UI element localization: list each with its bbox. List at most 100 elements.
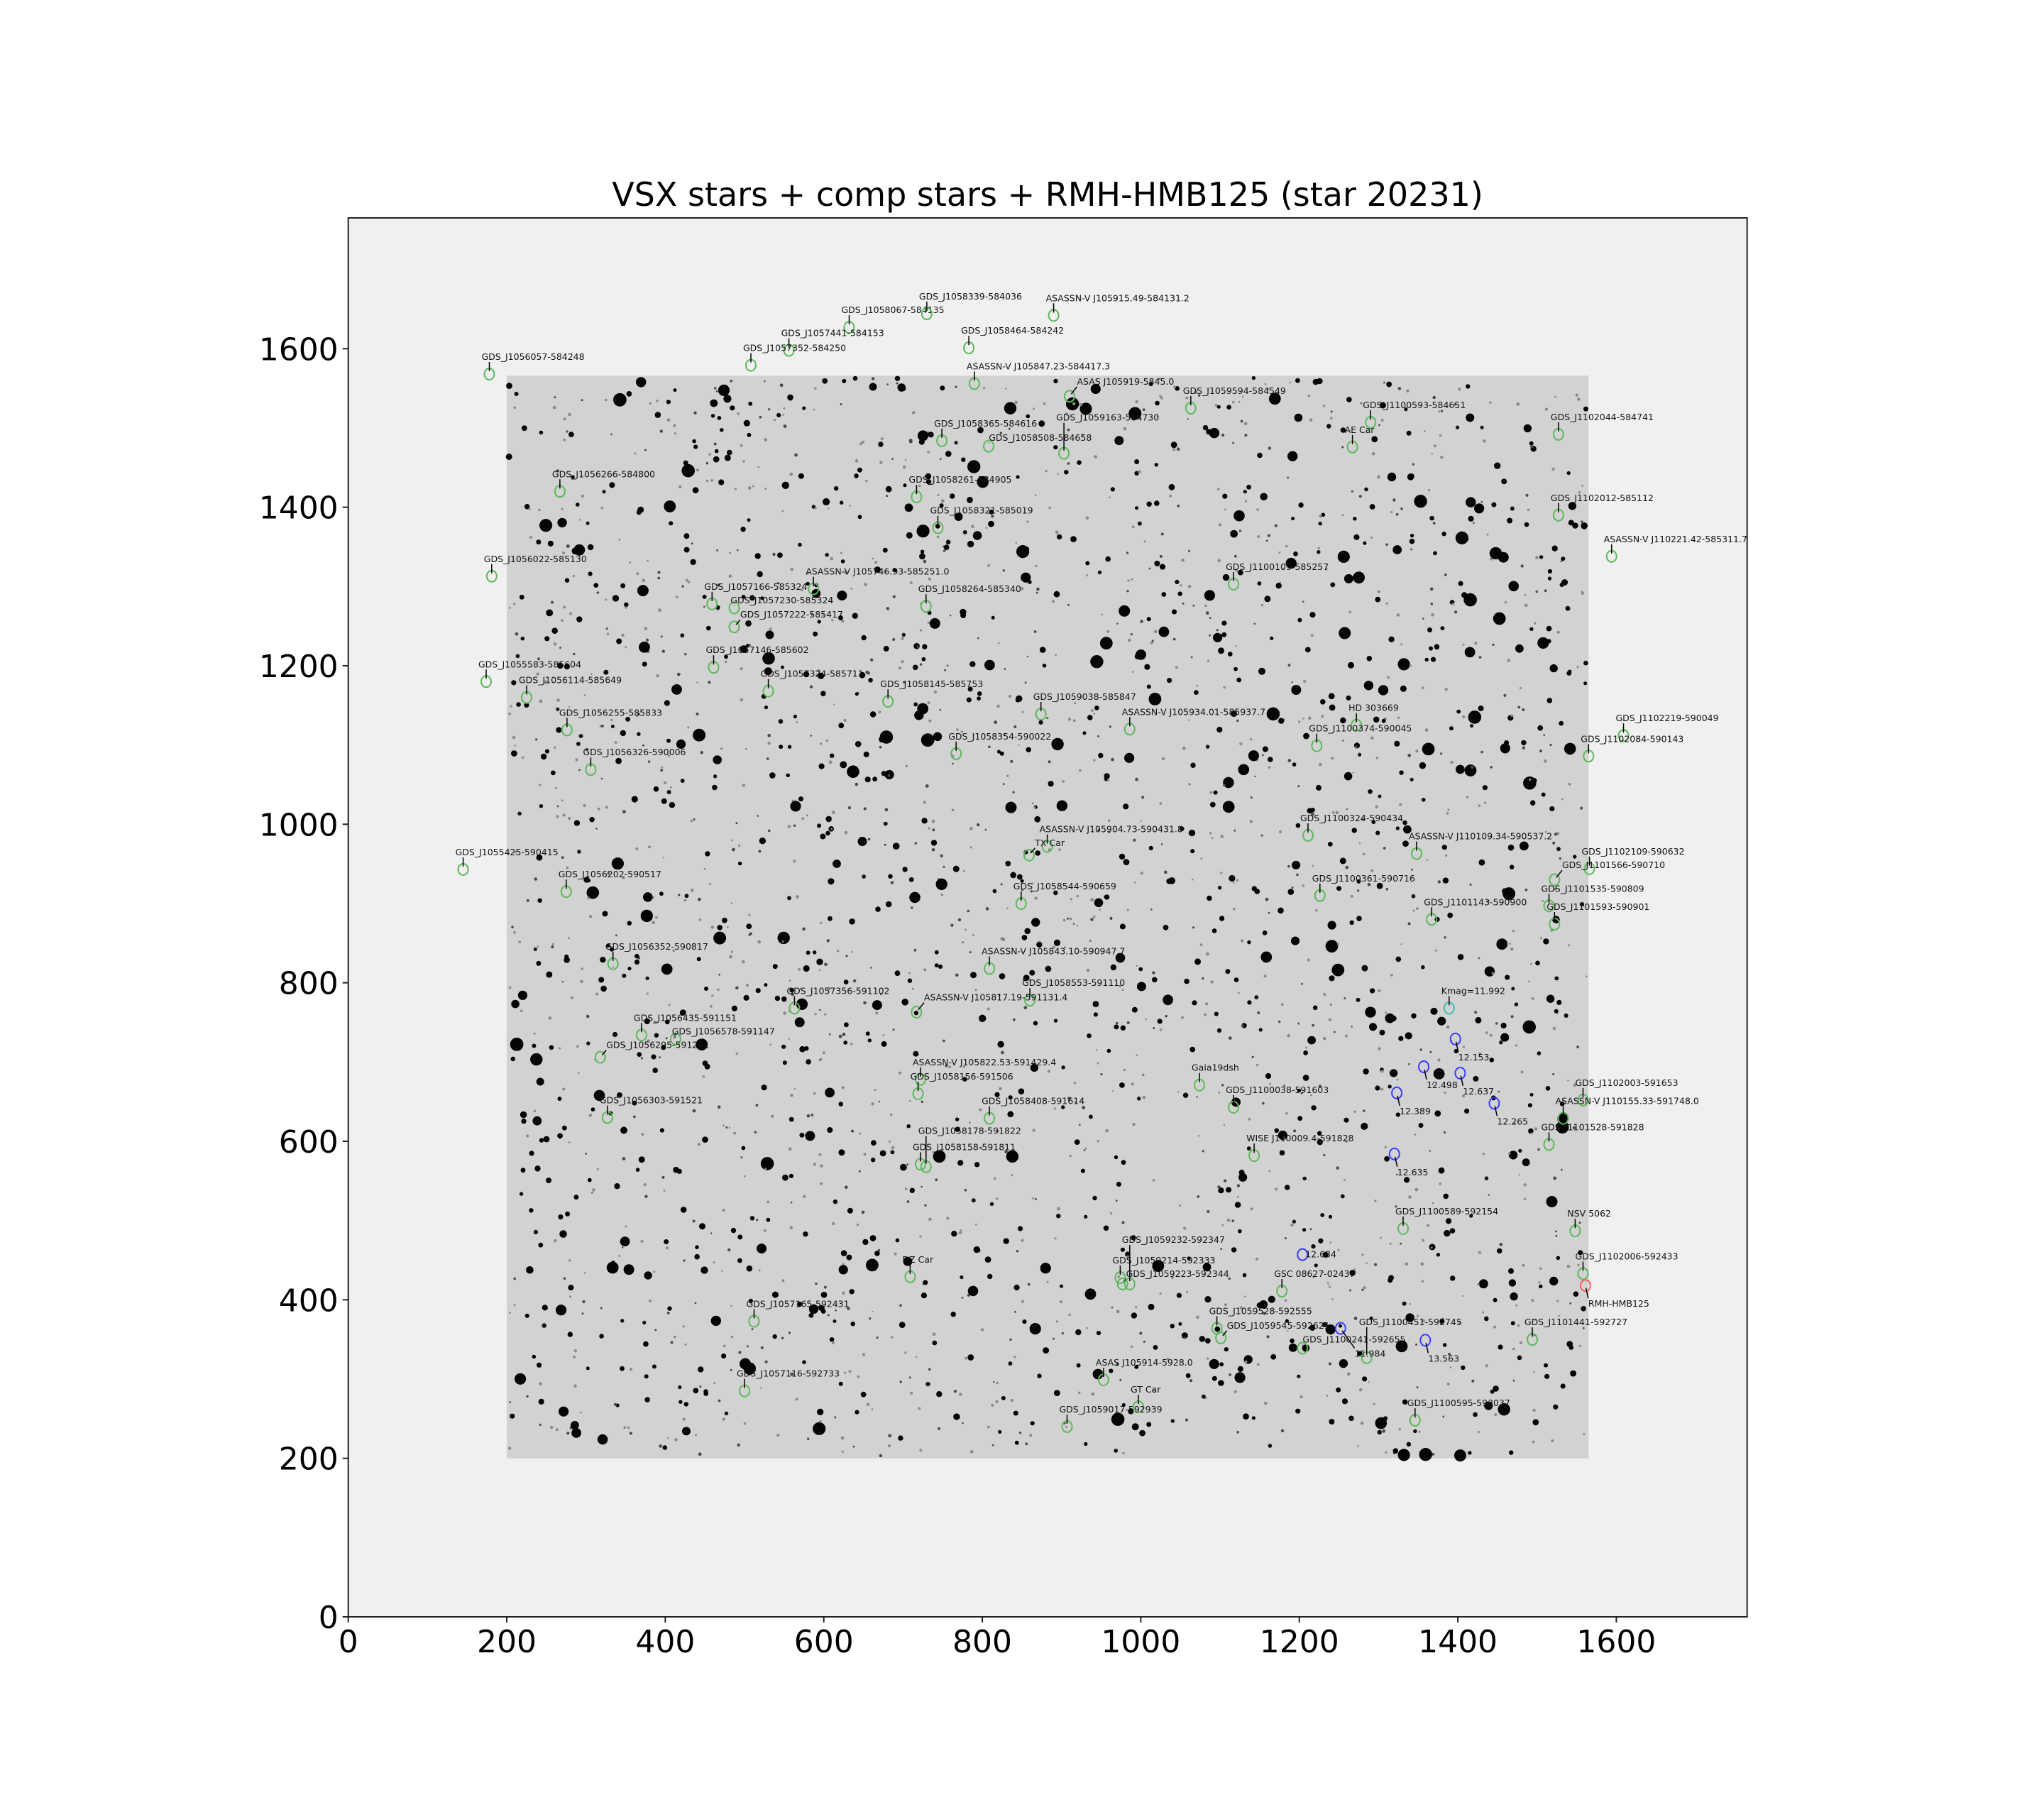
- star-dot: [1458, 388, 1461, 391]
- star-dot: [1126, 1255, 1130, 1259]
- star-dot: [1534, 622, 1537, 625]
- star-dot: [1514, 1002, 1519, 1006]
- star-dot: [511, 999, 520, 1009]
- star-dot: [915, 1356, 918, 1358]
- star-dot: [1194, 690, 1199, 695]
- star-dot: [633, 1115, 636, 1119]
- star-dot: [996, 704, 1000, 708]
- star-dot: [741, 595, 746, 599]
- star-dot: [997, 642, 1000, 644]
- star-dot: [642, 578, 645, 582]
- star-dot: [1199, 1336, 1206, 1342]
- arrow-line: [1585, 1288, 1589, 1299]
- star-dot: [883, 821, 888, 826]
- star-dot: [563, 438, 566, 441]
- star-dot: [1530, 445, 1534, 449]
- star-dot: [1301, 982, 1303, 985]
- star-dot: [1384, 1146, 1387, 1148]
- star-dot: [931, 819, 935, 823]
- star-dot: [733, 1131, 736, 1135]
- star-dot: [1494, 462, 1501, 469]
- star-dot: [767, 742, 771, 745]
- star-dot: [921, 657, 926, 662]
- star-dot: [872, 1000, 882, 1011]
- star-dot: [844, 571, 848, 575]
- star-dot: [1204, 1338, 1211, 1344]
- star-dot: [640, 1239, 644, 1243]
- star-dot: [520, 1111, 527, 1119]
- star-dot: [1325, 1324, 1336, 1335]
- star-dot: [1398, 1428, 1402, 1431]
- star-dot: [735, 822, 738, 825]
- star-dot: [1291, 685, 1302, 695]
- star-dot: [580, 979, 583, 984]
- star-dot: [569, 1295, 572, 1298]
- star-dot: [747, 432, 752, 437]
- star-dot: [568, 937, 571, 940]
- star-dot: [928, 1368, 931, 1371]
- vsx-star-marker: GDS_J1057222-585417: [728, 609, 843, 634]
- star-dot: [710, 1232, 713, 1234]
- star-dot: [1317, 550, 1321, 554]
- star-dot: [1326, 424, 1331, 429]
- star-dot: [559, 647, 561, 649]
- annotation-label: GDS_J1102044-584741: [1551, 412, 1654, 422]
- star-dot: [745, 620, 752, 627]
- star-dot: [1022, 1319, 1027, 1324]
- star-dot: [555, 787, 557, 789]
- star-dot: [888, 1434, 892, 1438]
- star-dot: [906, 1200, 910, 1203]
- vsx-star-marker: GDS_J1058354-590022: [948, 731, 1051, 760]
- star-dot: [967, 1285, 979, 1297]
- star-dot: [1109, 916, 1113, 920]
- star-dot: [1331, 811, 1335, 814]
- star-dot: [960, 1231, 962, 1234]
- annotation-label: AE Car: [1345, 424, 1375, 435]
- star-dot: [1363, 681, 1374, 691]
- star-dot: [710, 926, 715, 929]
- star-dot: [1170, 1419, 1175, 1423]
- star-dot: [679, 1009, 686, 1016]
- star-dot: [1287, 664, 1291, 667]
- star-dot: [1265, 539, 1268, 542]
- star-dot: [1177, 1091, 1180, 1093]
- annotation-label: GDS_J1058544-590659: [1013, 881, 1116, 891]
- star-dot: [897, 383, 906, 392]
- star-dot: [888, 1140, 891, 1143]
- star-dot: [902, 465, 906, 469]
- star-dot: [1517, 1355, 1522, 1361]
- star-dot: [789, 979, 791, 982]
- star-dot: [513, 1304, 516, 1307]
- star-dot: [568, 1285, 574, 1291]
- star-dot: [851, 950, 853, 953]
- marker-circle: [1391, 1086, 1403, 1099]
- star-dot: [672, 949, 675, 953]
- annotation-label: GDS_J1057324-585711: [761, 669, 864, 679]
- star-dot: [1106, 779, 1110, 781]
- star-dot: [1544, 1363, 1549, 1368]
- star-dot: [562, 1087, 566, 1091]
- star-dot: [1392, 498, 1396, 502]
- star-dot: [810, 735, 813, 737]
- star-dot: [1507, 659, 1511, 662]
- star-dot: [568, 1259, 571, 1262]
- star-dot: [833, 1199, 838, 1204]
- star-dot: [516, 702, 521, 707]
- star-dot: [704, 987, 708, 991]
- star-dot: [1053, 1107, 1056, 1110]
- star-dot: [1396, 1078, 1399, 1081]
- star-dot: [1238, 764, 1250, 776]
- star-dot: [740, 645, 748, 653]
- annotation-label: DZ Car: [902, 1254, 934, 1265]
- star-dot: [1170, 441, 1177, 449]
- star-dot: [968, 1121, 971, 1124]
- star-dot: [623, 1264, 634, 1275]
- star-dot: [1466, 796, 1469, 798]
- annotation-label: GDS_J1055425-590415: [456, 847, 559, 857]
- star-dot: [509, 1312, 511, 1314]
- star-dot: [1493, 1385, 1499, 1392]
- star-dot: [1500, 1033, 1510, 1042]
- star-dot: [1188, 549, 1191, 552]
- star-dot: [654, 1329, 657, 1332]
- star-dot: [1254, 995, 1259, 999]
